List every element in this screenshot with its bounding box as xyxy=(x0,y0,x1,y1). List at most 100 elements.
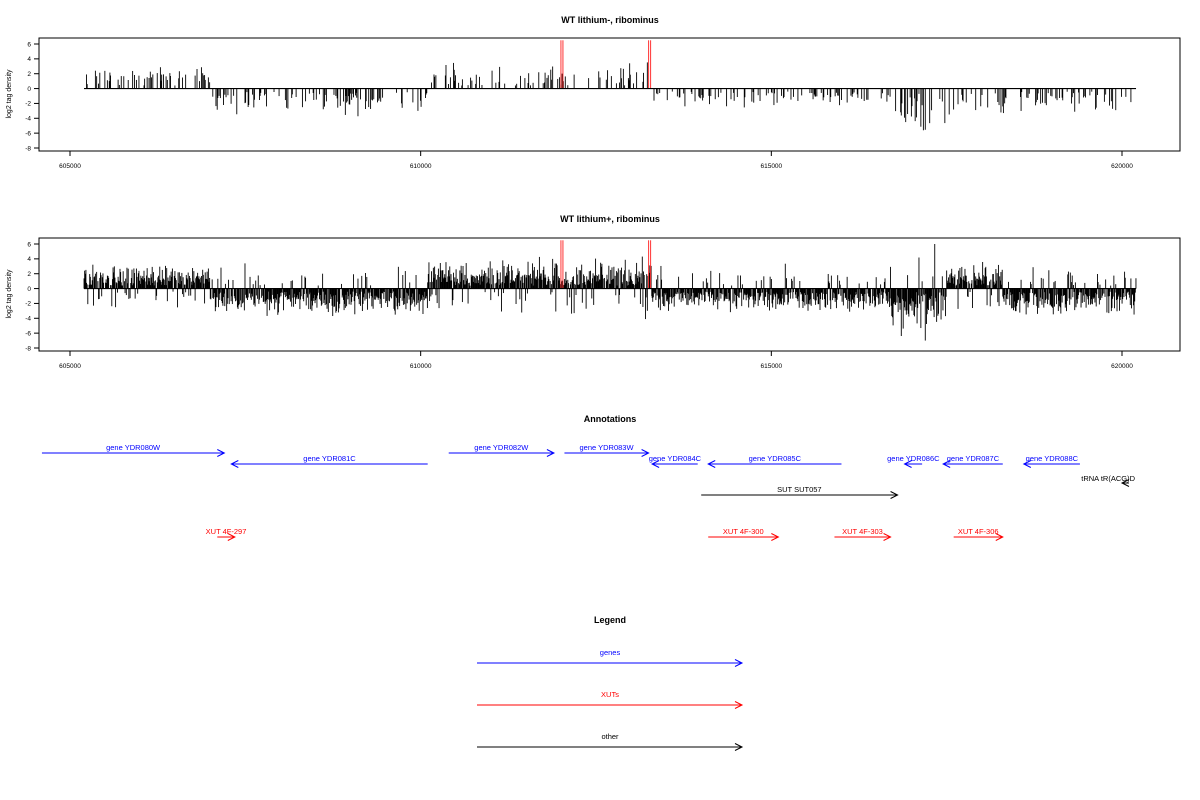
feature-label: gene YDR081C xyxy=(303,454,356,463)
x-tick-label: 620000 xyxy=(1111,163,1133,170)
feature-label: SUT SUT057 xyxy=(777,485,821,494)
y-tick-label: -8 xyxy=(25,345,31,352)
feature-label: gene YDR088C xyxy=(1026,454,1079,463)
feature-arrow: gene YDR081C xyxy=(230,454,428,468)
feature-label: gene YDR080W xyxy=(106,443,161,452)
x-tick-label: 605000 xyxy=(59,163,81,170)
y-tick-label: -4 xyxy=(25,116,31,123)
x-tick-label: 615000 xyxy=(760,163,782,170)
legend-item: XUTs xyxy=(477,690,744,709)
y-axis: 6 4 2 0 -2 -4 -6 -8 xyxy=(25,241,39,352)
feature-arrow: XUT 4F-306 xyxy=(953,527,1004,541)
feature-arrow: gene YDR087C xyxy=(942,454,1003,468)
feature-label: gene YDR086C xyxy=(887,454,940,463)
legend: Legend genes XUTs other xyxy=(477,615,744,751)
density-bars xyxy=(86,62,1132,131)
arrow-head-icon xyxy=(942,460,951,468)
y-tick-label: 4 xyxy=(27,56,31,63)
plot-frame xyxy=(38,37,1181,152)
y-tick-label: -6 xyxy=(25,330,31,337)
feature-list: gene YDR080W gene YDR081C gene YDR082W gene… xyxy=(41,443,1136,541)
feature-arrow: gene YDR084C xyxy=(649,454,702,468)
density-bars xyxy=(83,244,1137,341)
arrow-head-icon xyxy=(771,533,780,541)
feature-label: gene YDR085C xyxy=(749,454,802,463)
arrow-head-icon xyxy=(1022,460,1032,468)
arrow-head-icon xyxy=(227,533,236,541)
legend-item: genes xyxy=(477,648,744,667)
legend-title: Legend xyxy=(594,615,626,625)
x-tick-label: 605000 xyxy=(59,363,81,370)
arrow-head-icon xyxy=(650,460,660,468)
x-tick-label: 610000 xyxy=(410,163,432,170)
arrow-head-icon xyxy=(995,533,1004,541)
arrow-head-icon xyxy=(217,449,226,457)
arrow-head-icon xyxy=(890,491,899,499)
y-tick-label: -2 xyxy=(25,301,31,308)
y-tick-label: 0 xyxy=(27,86,31,93)
arrow-head-icon xyxy=(734,743,744,751)
plot-frame xyxy=(38,237,1181,352)
arrow-head-icon xyxy=(641,449,650,457)
feature-label: gene YDR084C xyxy=(649,454,702,463)
arrow-head-icon xyxy=(546,449,556,457)
y-axis-label: log2 tag density xyxy=(6,69,13,119)
legend-items: genes XUTs other xyxy=(477,648,744,751)
panel-wt-lithium-minus: WT lithium-, ribominus log2 tag density … xyxy=(6,15,1181,170)
feature-arrow: gene YDR080W xyxy=(41,443,226,457)
y-tick-label: -4 xyxy=(25,316,31,323)
x-tick-label: 610000 xyxy=(410,363,432,370)
panel-wt-lithium-plus: WT lithium+, ribominus log2 tag density … xyxy=(6,214,1181,370)
legend-item-label: XUTs xyxy=(601,690,619,699)
feature-arrow: gene YDR086C xyxy=(887,454,940,468)
y-tick-label: 2 xyxy=(27,271,31,278)
panel-title: WT lithium-, ribominus xyxy=(561,15,659,25)
legend-item-label: genes xyxy=(600,648,621,657)
feature-arrow: gene YDR085C xyxy=(707,454,842,468)
arrow-head-icon xyxy=(230,460,239,468)
arrow-head-icon xyxy=(734,701,744,709)
y-tick-label: 4 xyxy=(27,256,31,263)
y-tick-label: -8 xyxy=(25,145,31,152)
feature-label: XUT 4F-300 xyxy=(723,527,764,536)
feature-arrow: XUT 4F-303 xyxy=(834,527,892,541)
feature-arrow: tRNA tR(ACG)D xyxy=(1081,474,1136,487)
feature-label: gene YDR083W xyxy=(579,443,634,452)
feature-arrow: SUT SUT057 xyxy=(701,485,899,499)
feature-arrow: XUT 4F-297 xyxy=(206,527,247,541)
highlight-markers xyxy=(560,40,652,89)
feature-arrow: gene YDR082W xyxy=(448,443,556,457)
feature-label: tRNA tR(ACG)D xyxy=(1081,474,1135,483)
x-axis: 605000 610000 615000 620000 xyxy=(59,151,1133,170)
y-axis: 6 4 2 0 -2 -4 -6 -8 xyxy=(25,41,39,152)
y-tick-label: 6 xyxy=(27,241,31,248)
panel-title: WT lithium+, ribominus xyxy=(560,214,660,224)
feature-arrow: gene YDR088C xyxy=(1022,454,1080,468)
arrow-head-icon xyxy=(903,460,912,468)
feature-label: XUT 4F-306 xyxy=(958,527,999,536)
feature-label: XUT 4F-303 xyxy=(842,527,883,536)
x-axis: 605000 610000 615000 620000 xyxy=(59,351,1133,370)
arrow-head-icon xyxy=(707,460,716,468)
y-tick-label: 2 xyxy=(27,71,31,78)
y-tick-label: 6 xyxy=(27,41,31,48)
legend-item-label: other xyxy=(601,732,619,741)
feature-arrow: gene YDR083W xyxy=(564,443,650,457)
arrow-head-icon xyxy=(1120,479,1130,487)
x-tick-label: 620000 xyxy=(1111,363,1133,370)
y-tick-label: 0 xyxy=(27,286,31,293)
y-tick-label: -2 xyxy=(25,101,31,108)
highlight-markers xyxy=(560,240,652,289)
y-tick-label: -6 xyxy=(25,130,31,137)
feature-label: gene YDR087C xyxy=(947,454,1000,463)
arrow-head-icon xyxy=(883,533,892,541)
feature-label: XUT 4F-297 xyxy=(206,527,247,536)
annotations-title: Annotations xyxy=(584,414,637,424)
y-axis-label: log2 tag density xyxy=(6,269,13,319)
legend-item: other xyxy=(477,732,744,751)
feature-arrow: XUT 4F-300 xyxy=(708,527,780,541)
feature-label: gene YDR082W xyxy=(474,443,529,452)
x-tick-label: 615000 xyxy=(760,363,782,370)
